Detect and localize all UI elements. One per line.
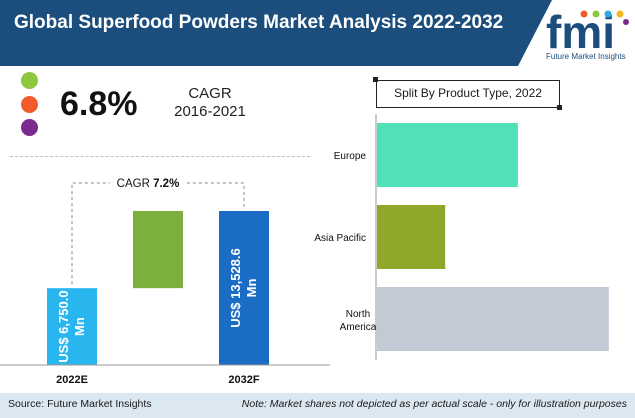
page-title: Global Superfood Powders Market Analysis… — [14, 12, 504, 33]
legend-dot-orange — [21, 96, 38, 113]
bar-2022E — [47, 288, 97, 365]
logo-dot-2 — [592, 10, 600, 18]
cagr-annotation-box — [110, 174, 186, 192]
bar-value-label: US$ 13,528.6Mn — [228, 248, 259, 328]
logo-company-name: Future Market Insights — [546, 52, 626, 61]
cagr-label-line1: CAGR — [188, 85, 232, 102]
split-chart-title: Split By Product Type, 2022 — [376, 80, 560, 108]
increment-bar — [133, 211, 183, 289]
bar-2032F — [219, 211, 269, 365]
cagr-annotation: CAGR 7.2% — [117, 178, 180, 190]
logo-dot-4 — [616, 10, 624, 18]
logo-dot-3 — [604, 10, 612, 18]
logo-dot-5 — [623, 19, 629, 25]
bar-value-label: US$ 6,750.0Mn — [56, 290, 87, 362]
note-text: Note: Market shares not depicted as per … — [241, 398, 627, 410]
title-handle — [373, 77, 378, 82]
cagr-label: CAGR 2016-2021 — [170, 85, 250, 121]
logo-letters: fmi — [546, 6, 615, 58]
source-text: Source: Future Market Insights — [8, 398, 152, 410]
cagr-value: 6.8% — [60, 85, 138, 123]
hbar-category-label: Asia Pacific — [314, 233, 366, 244]
hbar-asia-pacific — [377, 205, 446, 269]
title-handle — [557, 105, 562, 110]
header-banner: Global Superfood Powders Market Analysis… — [0, 0, 635, 66]
category-label: 2032F — [228, 374, 259, 386]
product-type-split-chart: Europe Asia Pacific North America — [314, 114, 609, 360]
legend-dot-green — [21, 72, 38, 89]
footer-bar: Source: Future Market Insights Note: Mar… — [0, 393, 635, 418]
market-value-bar-chart: US$ 6,750.0Mn 2022E US$ 13,528.6Mn 2032F CAG… — [0, 174, 330, 386]
logo-dot-1 — [580, 10, 588, 18]
section-divider — [10, 156, 310, 157]
hbar-category-label: North America — [340, 309, 377, 333]
title-band: Global Superfood Powders Market Analysis… — [0, 0, 552, 66]
category-label: 2022E — [56, 374, 88, 386]
hbar-category-label: Europe — [334, 151, 367, 162]
hbar-north-america — [377, 287, 609, 351]
cagr-label-line2: 2016-2021 — [174, 103, 246, 120]
fmi-logo: fmi — [546, 6, 629, 58]
hbar-europe — [377, 123, 518, 187]
legend-dot-purple — [21, 119, 38, 136]
